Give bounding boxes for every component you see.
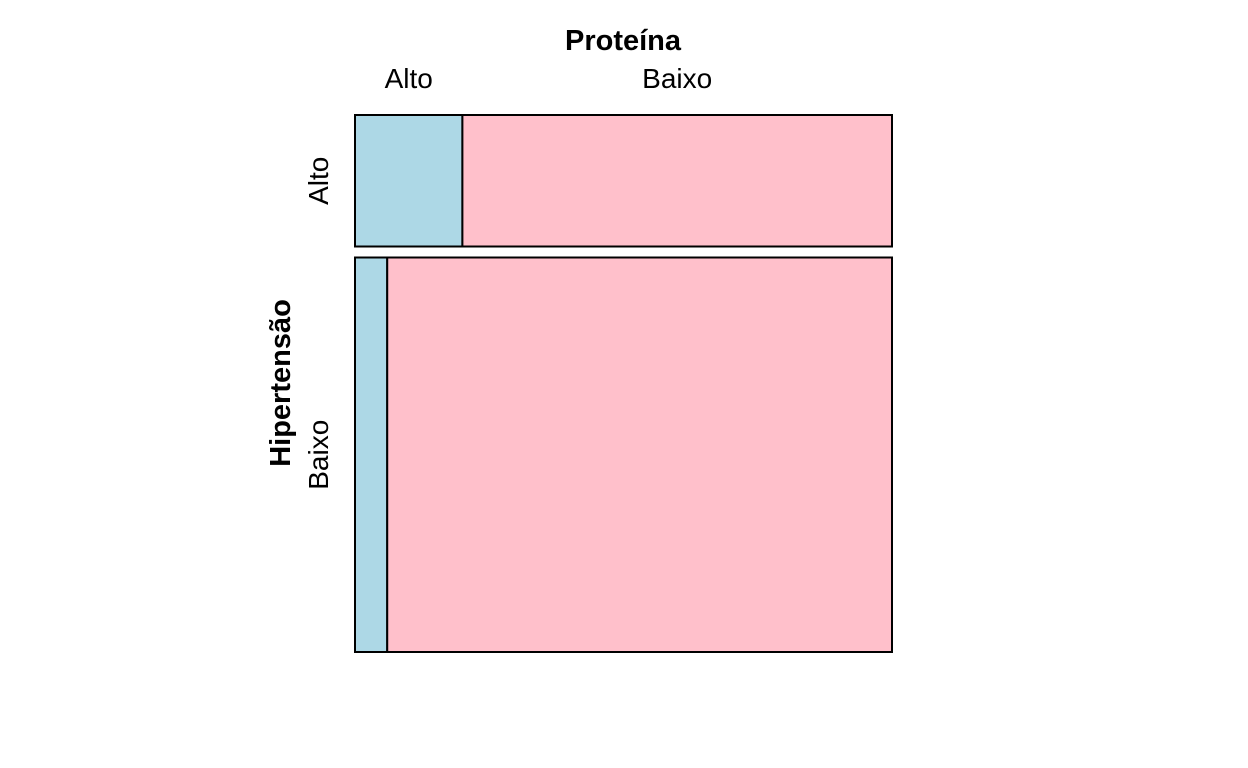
tile-alto-baixo: [461, 114, 893, 248]
row-tick-labels: Alto Baixo: [303, 157, 334, 490]
row-variable-title: Hipertensão: [265, 299, 297, 467]
tile-baixo-alto: [354, 256, 389, 653]
column-tick-label-baixo: Baixo: [642, 63, 712, 94]
column-variable-title: Proteína: [565, 25, 682, 57]
column-tick-labels: Alto Baixo: [385, 63, 713, 94]
row-tick-label-alto: Alto: [303, 157, 334, 205]
tile-alto-alto: [354, 114, 464, 248]
row-tick-label-baixo: Baixo: [303, 420, 334, 490]
tile-baixo-baixo: [386, 256, 893, 653]
column-tick-label-alto: Alto: [385, 63, 433, 94]
mosaic-tiles: [354, 114, 893, 653]
